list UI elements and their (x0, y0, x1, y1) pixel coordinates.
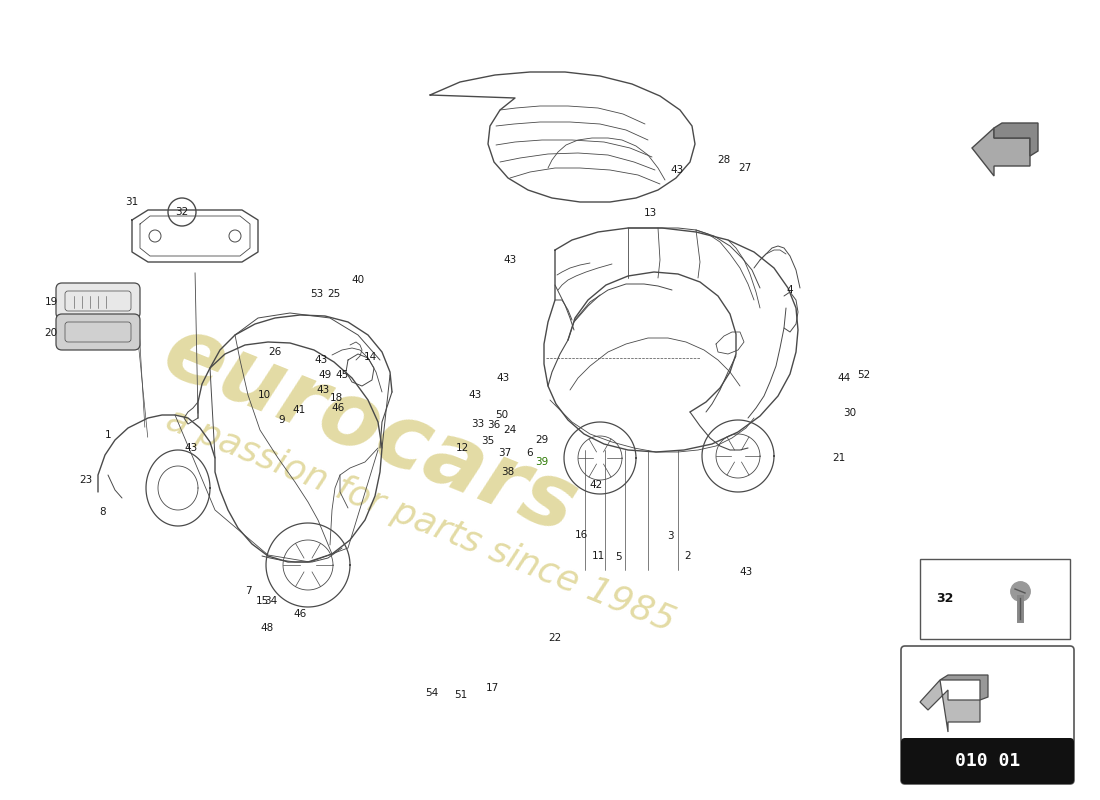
Text: 49: 49 (318, 370, 331, 380)
Text: 12: 12 (455, 443, 469, 453)
Text: 43: 43 (185, 443, 198, 453)
Text: 43: 43 (504, 255, 517, 265)
Text: 13: 13 (644, 208, 657, 218)
Text: 17: 17 (485, 683, 498, 693)
Text: 16: 16 (574, 530, 587, 540)
Bar (905, 742, 1070, 780)
Text: 43: 43 (739, 567, 752, 577)
Text: 28: 28 (717, 155, 730, 165)
Polygon shape (972, 128, 1030, 176)
Text: 5: 5 (615, 552, 622, 562)
Text: eurocars: eurocars (151, 308, 590, 552)
Text: 15: 15 (255, 596, 268, 606)
Text: 41: 41 (293, 405, 306, 415)
Text: 50: 50 (495, 410, 508, 420)
FancyBboxPatch shape (56, 283, 140, 319)
Text: 22: 22 (549, 633, 562, 643)
Text: 43: 43 (317, 385, 330, 395)
Text: 32: 32 (936, 593, 954, 606)
Text: 48: 48 (261, 623, 274, 633)
Text: 14: 14 (363, 352, 376, 362)
Text: 38: 38 (502, 467, 515, 477)
Text: 34: 34 (264, 596, 277, 606)
Text: 9: 9 (278, 415, 285, 425)
Text: 7: 7 (244, 586, 251, 596)
Text: 30: 30 (844, 408, 857, 418)
Text: 4: 4 (786, 285, 793, 295)
Text: 43: 43 (496, 373, 509, 383)
Text: 20: 20 (44, 328, 57, 338)
Text: 32: 32 (175, 207, 188, 217)
Text: 23: 23 (79, 475, 92, 485)
Text: 31: 31 (125, 197, 139, 207)
FancyBboxPatch shape (901, 738, 1074, 784)
Text: 33: 33 (472, 419, 485, 429)
Text: 36: 36 (487, 420, 500, 430)
Text: 43: 43 (315, 355, 328, 365)
Text: 44: 44 (837, 373, 850, 383)
Text: 35: 35 (482, 436, 495, 446)
Text: 51: 51 (454, 690, 467, 700)
Text: 45: 45 (336, 370, 349, 380)
Text: 43: 43 (670, 165, 683, 175)
Text: 18: 18 (329, 393, 342, 403)
Text: 40: 40 (351, 275, 364, 285)
Polygon shape (940, 675, 988, 700)
Text: 27: 27 (738, 163, 751, 173)
Text: 10: 10 (257, 390, 271, 400)
Text: 6: 6 (527, 448, 534, 458)
Text: 43: 43 (469, 390, 482, 400)
Text: a passion for parts since 1985: a passion for parts since 1985 (161, 402, 680, 638)
Text: 53: 53 (310, 289, 323, 299)
Text: 46: 46 (294, 609, 307, 619)
Text: 3: 3 (667, 531, 673, 541)
Text: 52: 52 (857, 370, 870, 380)
Text: 010 01: 010 01 (955, 752, 1020, 770)
Polygon shape (920, 680, 980, 732)
Text: 2: 2 (684, 551, 691, 561)
Text: 8: 8 (100, 507, 107, 517)
Bar (920, 559, 1070, 639)
Text: 19: 19 (44, 297, 57, 307)
FancyBboxPatch shape (901, 646, 1074, 784)
Text: 39: 39 (536, 457, 549, 467)
Text: 21: 21 (833, 453, 846, 463)
Text: 25: 25 (328, 289, 341, 299)
FancyBboxPatch shape (56, 314, 140, 350)
Text: 11: 11 (592, 551, 605, 561)
Text: 26: 26 (268, 347, 282, 357)
Text: 24: 24 (504, 425, 517, 435)
Text: 37: 37 (498, 448, 512, 458)
Text: 46: 46 (331, 403, 344, 413)
Text: 29: 29 (536, 435, 549, 445)
Polygon shape (994, 123, 1038, 156)
Text: 1: 1 (104, 430, 111, 440)
Text: 42: 42 (590, 480, 603, 490)
Text: 54: 54 (426, 688, 439, 698)
